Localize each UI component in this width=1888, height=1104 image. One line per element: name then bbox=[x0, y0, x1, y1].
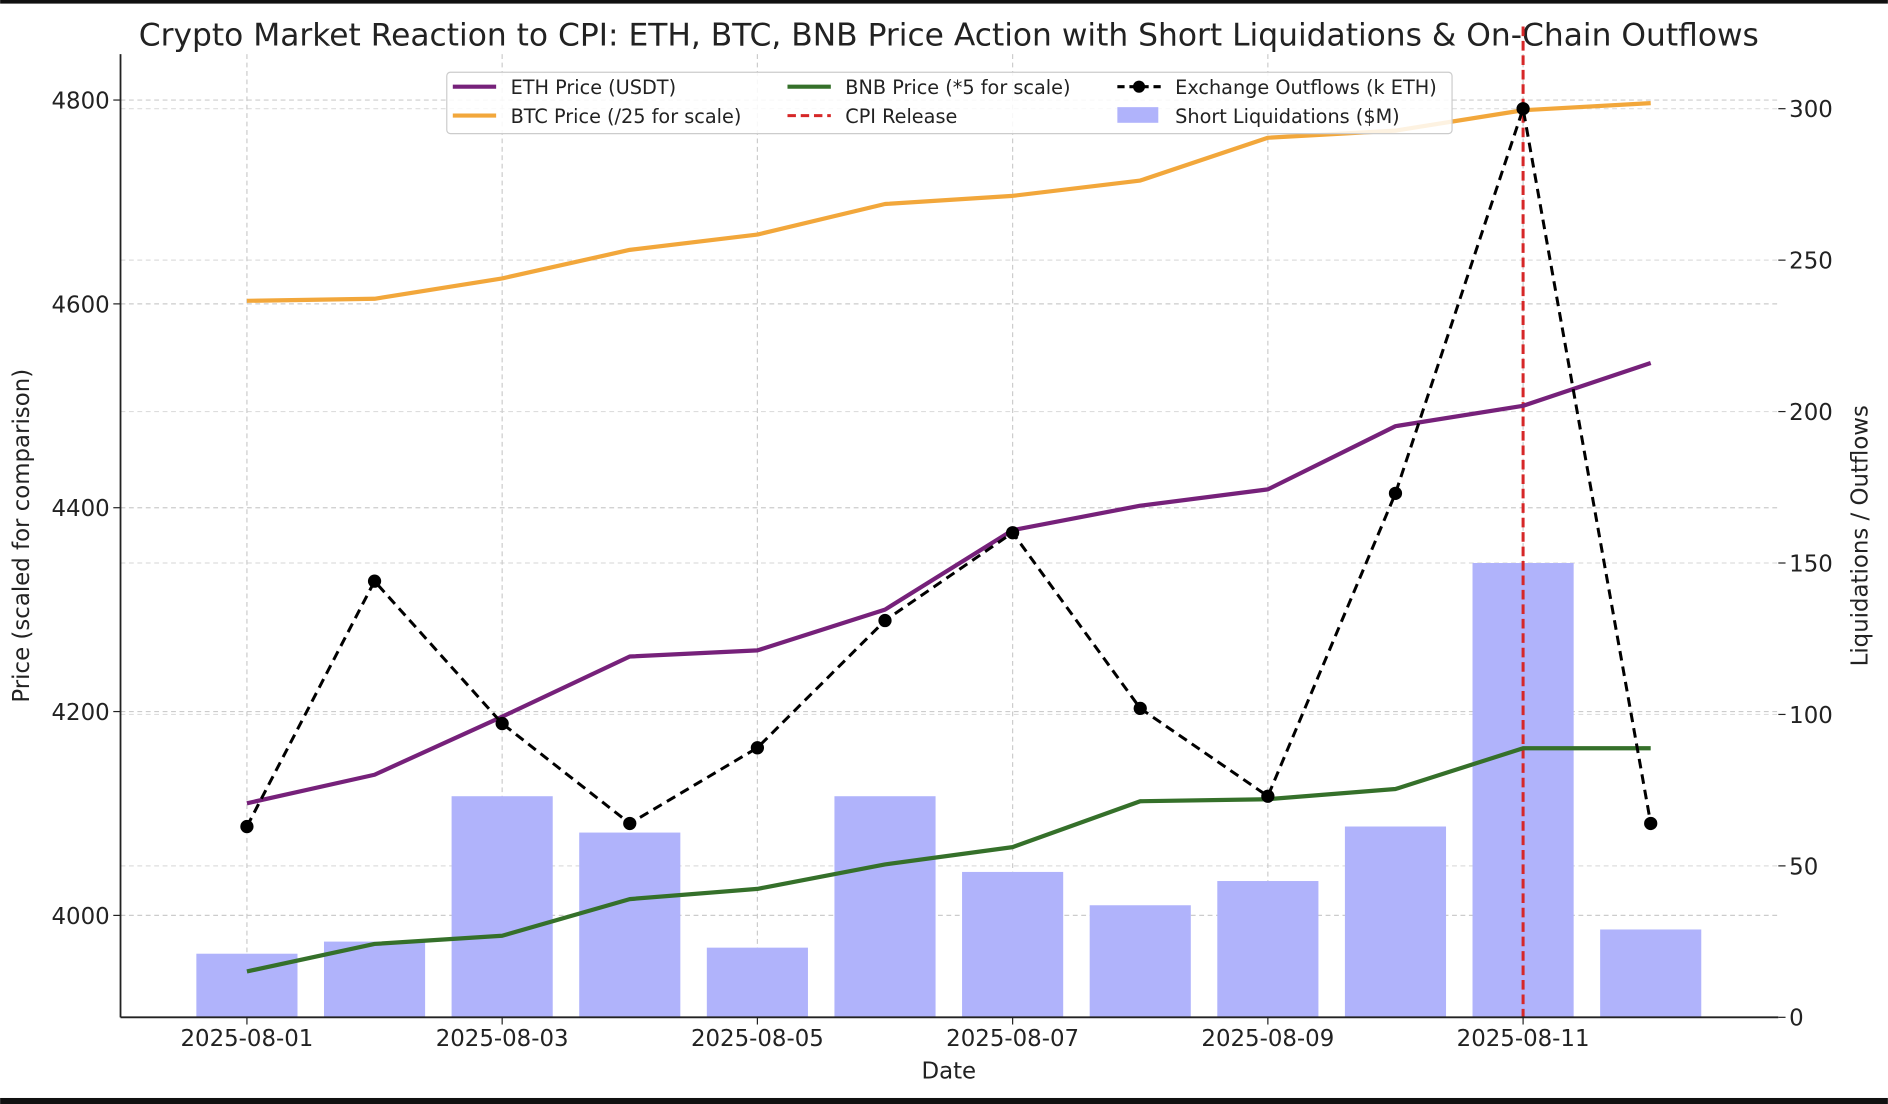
legend-marker bbox=[1133, 80, 1146, 93]
liquidation-bar bbox=[834, 796, 936, 1018]
eth-price-line bbox=[246, 360, 1652, 806]
liquidation-bar bbox=[1089, 905, 1191, 1018]
x-tick-label: 2025-08-09 bbox=[1201, 1026, 1334, 1052]
legend-label: BNB Price (*5 for scale) bbox=[845, 76, 1070, 99]
x-tick-label: 2025-08-05 bbox=[691, 1026, 824, 1052]
y-tick-label: 4200 bbox=[51, 700, 109, 726]
legend-label: CPI Release bbox=[845, 105, 957, 128]
outflows-line bbox=[245, 108, 1653, 828]
liquidation-bar bbox=[962, 871, 1064, 1018]
y-right-tick-label: 200 bbox=[1789, 400, 1833, 426]
outflows-point bbox=[1261, 789, 1275, 803]
liquidation-bar bbox=[451, 796, 553, 1018]
legend-label: Exchange Outflows (k ETH) bbox=[1175, 76, 1437, 99]
outflows-point bbox=[495, 716, 509, 731]
liquidation-bar bbox=[579, 832, 681, 1018]
y-right-tick-label: 250 bbox=[1789, 249, 1833, 275]
liquidation-bar bbox=[1344, 826, 1447, 1018]
y-right-tick-label: 150 bbox=[1789, 551, 1833, 577]
series-lines bbox=[240, 26, 1658, 1018]
outflows-point bbox=[1644, 816, 1658, 831]
liquidation-bar bbox=[323, 941, 426, 1018]
bnb-price-line bbox=[246, 746, 1651, 974]
y-tick-label: 4600 bbox=[51, 292, 109, 318]
top-border bbox=[0, 0, 1888, 4]
outflows-point bbox=[240, 819, 254, 834]
outflows-point bbox=[367, 574, 382, 588]
y-right-tick-label: 300 bbox=[1789, 97, 1833, 123]
y-tick-label: 4400 bbox=[51, 496, 109, 522]
x-tick-label: 2025-08-11 bbox=[1457, 1026, 1590, 1052]
outflows-point bbox=[623, 816, 637, 831]
outflows-point bbox=[878, 613, 892, 628]
liquidation-bar bbox=[1600, 929, 1702, 1018]
x-tick-label: 2025-08-07 bbox=[946, 1026, 1079, 1052]
outflows-point bbox=[1388, 486, 1403, 500]
outflows-point bbox=[1133, 701, 1147, 716]
y-right-tick-label: 50 bbox=[1789, 854, 1818, 880]
legend-box bbox=[446, 71, 1453, 135]
y-axis-label: Price (scaled for comparison) bbox=[9, 369, 35, 703]
liquidation-bar bbox=[1217, 881, 1319, 1018]
y-tick-label: 4000 bbox=[51, 904, 109, 930]
liquidation-bar bbox=[1472, 563, 1574, 1018]
legend-label: ETH Price (USDT) bbox=[511, 76, 677, 99]
y-axis-right-label: Liquidations / Outflows bbox=[1847, 405, 1873, 666]
legend-label: Short Liquidations ($M) bbox=[1175, 105, 1400, 128]
x-tick-label: 2025-08-01 bbox=[180, 1026, 313, 1052]
outflows-point bbox=[750, 741, 765, 755]
chart-title: Crypto Market Reaction to CPI: ETH, BTC,… bbox=[139, 18, 1759, 54]
bottom-border bbox=[0, 1097, 1888, 1104]
outflows-point bbox=[1516, 102, 1530, 116]
axes: 4000 4200 4400 4600 4800 0 50 100 150 200 250 300 20… bbox=[51, 54, 1833, 1052]
x-tick-label: 2025-08-03 bbox=[436, 1026, 569, 1052]
y-right-tick-label: 0 bbox=[1789, 1006, 1804, 1032]
x-axis-label: Date bbox=[921, 1059, 976, 1085]
outflows-point bbox=[1006, 526, 1020, 540]
legend-label: BTC Price (/25 for scale) bbox=[511, 105, 742, 128]
legend: ETH Price (USDT) BTC Price (/25 for scale… bbox=[446, 71, 1453, 135]
liquidation-bars bbox=[196, 563, 1702, 1018]
legend-swatch-bar bbox=[1117, 107, 1159, 123]
y-right-tick-label: 100 bbox=[1789, 703, 1833, 729]
liquidation-bar bbox=[706, 947, 808, 1018]
y-tick-label: 4800 bbox=[51, 88, 109, 114]
